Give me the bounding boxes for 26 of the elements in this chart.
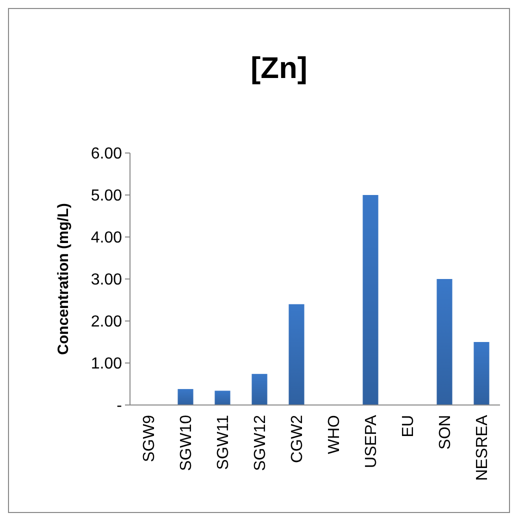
y-tick-label: 6.00 — [90, 146, 122, 163]
x-tick-label: SGW12 — [252, 414, 270, 472]
bar — [474, 342, 490, 405]
bar — [252, 374, 268, 405]
bar — [288, 304, 304, 405]
y-tick-label: - — [116, 398, 122, 415]
bar — [436, 279, 452, 405]
x-tick-label: SON — [437, 415, 454, 450]
x-tick-label: SGW10 — [178, 414, 196, 472]
x-tick-label: SGW11 — [215, 414, 232, 470]
bar — [214, 390, 230, 405]
x-tick-label: SGW9 — [141, 414, 158, 462]
y-tick-label: 5.00 — [90, 188, 122, 205]
x-tick-label: WHO — [326, 415, 344, 454]
bar — [362, 195, 378, 405]
y-tick-label: 1.00 — [90, 356, 122, 373]
x-tick-label: USEPA — [363, 414, 380, 468]
y-axis-title: Concentration (mg/L) — [55, 203, 72, 355]
x-tick-label: EU — [400, 415, 418, 438]
chart-title: [Zn] — [250, 52, 308, 85]
x-tick-label: NESREA — [474, 414, 492, 481]
y-tick-label: 3.00 — [90, 272, 122, 289]
x-tick-label: CGW2 — [289, 414, 306, 463]
y-tick-label: 4.00 — [90, 230, 122, 247]
y-tick-label: 2.00 — [90, 314, 122, 331]
bar — [178, 389, 194, 405]
